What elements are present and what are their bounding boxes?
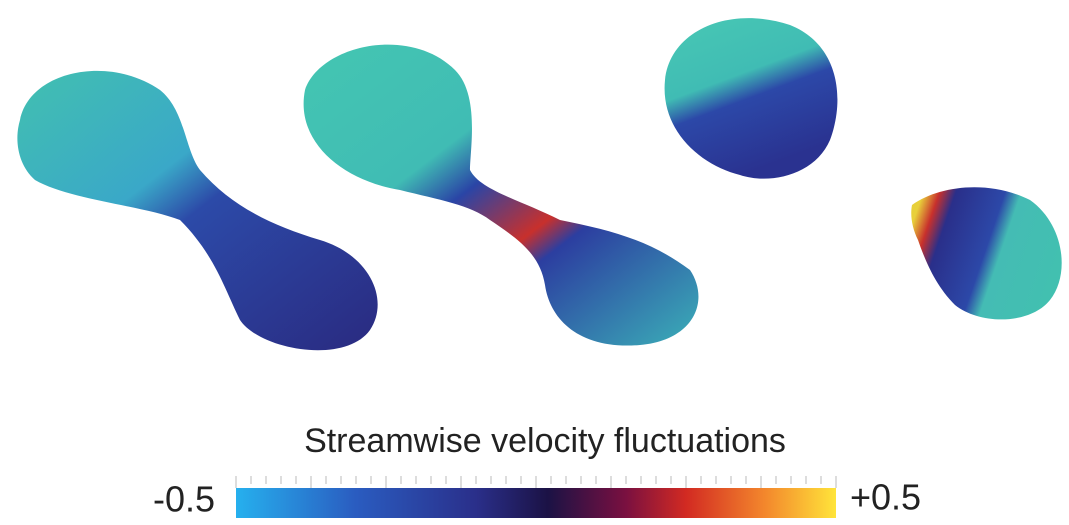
colorbar-min-label: -0.5 — [153, 479, 215, 520]
colorbar-max-label: +0.5 — [850, 477, 921, 518]
droplets — [17, 18, 1061, 350]
droplet — [665, 18, 838, 179]
colorbar-title: Streamwise velocity fluctuations — [304, 422, 786, 460]
droplet — [911, 187, 1061, 319]
colorbar — [236, 488, 836, 518]
figure: Streamwise velocity fluctuations -0.5 +0… — [0, 0, 1069, 525]
colorbar-ticks — [236, 476, 836, 488]
